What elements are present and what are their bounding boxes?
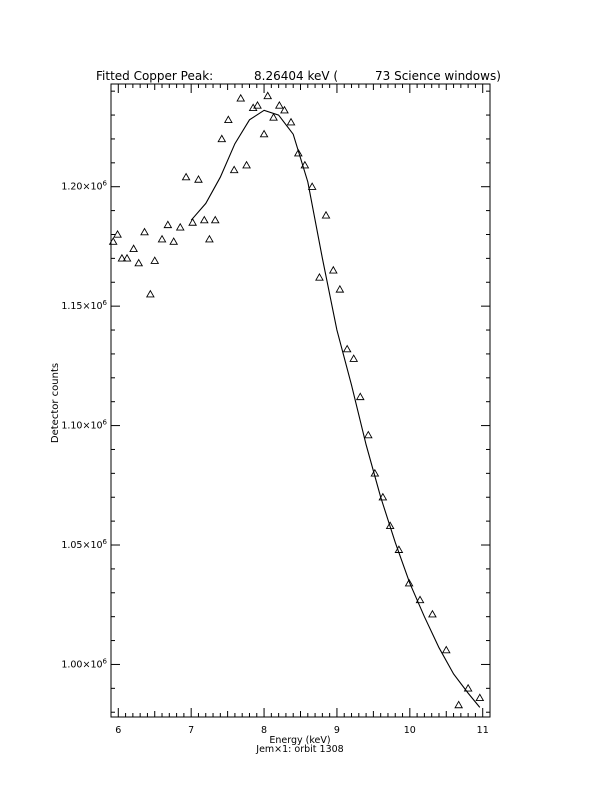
y-axis-ticks: 1.00×106 1.05×106 1.10×106 1.15×106 1.20×106 bbox=[61, 90, 490, 713]
data-point bbox=[122, 253, 132, 262]
y-tick-label: 1.00×106 bbox=[61, 657, 107, 670]
data-point bbox=[415, 595, 425, 604]
x-tick-label: 10 bbox=[404, 725, 416, 736]
data-point bbox=[274, 100, 284, 109]
data-point bbox=[113, 229, 122, 238]
data-point bbox=[293, 148, 303, 157]
data-point bbox=[229, 165, 239, 174]
data-point bbox=[349, 354, 359, 362]
footer-orbit-label: Jem×1: orbit 1308 bbox=[255, 744, 343, 755]
data-point bbox=[205, 234, 214, 243]
data-point bbox=[175, 222, 185, 231]
data-point bbox=[315, 272, 324, 281]
data-point bbox=[428, 609, 437, 618]
chart-title-windows: 73 Science windows) bbox=[375, 69, 501, 83]
chart-title-prefix: Fitted Copper Peak: bbox=[96, 69, 213, 83]
data-point bbox=[370, 468, 380, 477]
data-point bbox=[157, 234, 167, 243]
x-axis-ticks: 6 7 8 9 10 11 bbox=[115, 84, 489, 736]
data-point bbox=[475, 693, 485, 702]
data-point bbox=[181, 172, 191, 181]
data-point bbox=[321, 210, 331, 219]
data-point bbox=[150, 256, 160, 264]
data-point bbox=[199, 215, 209, 224]
plot-frame bbox=[110, 83, 491, 718]
plot-border bbox=[110, 83, 491, 718]
data-point bbox=[210, 215, 220, 224]
x-tick-label: 6 bbox=[115, 725, 121, 736]
data-point bbox=[145, 289, 155, 298]
fit-curve-layer bbox=[190, 109, 481, 708]
x-axis-label: Energy (keV) bbox=[269, 735, 330, 746]
data-point bbox=[217, 134, 227, 143]
data-point bbox=[242, 160, 251, 169]
data-point bbox=[286, 117, 296, 126]
data-point bbox=[194, 175, 203, 183]
data-point bbox=[385, 521, 395, 530]
data-point bbox=[335, 284, 345, 293]
data-point bbox=[163, 220, 173, 229]
data-point bbox=[223, 115, 233, 123]
data-point bbox=[253, 100, 262, 109]
data-point bbox=[355, 392, 365, 401]
data-point bbox=[307, 182, 317, 190]
data-point bbox=[328, 265, 338, 274]
x-tick-label: 7 bbox=[188, 725, 194, 736]
y-tick-label: 1.05×106 bbox=[61, 538, 107, 551]
fit-curve bbox=[190, 109, 481, 708]
data-point bbox=[269, 112, 278, 121]
data-point bbox=[404, 578, 414, 587]
data-point bbox=[280, 105, 289, 114]
data-point bbox=[108, 237, 118, 245]
data-point bbox=[463, 683, 473, 692]
data-point bbox=[236, 93, 246, 102]
y-axis-label: Detector counts bbox=[50, 363, 61, 443]
x-tick-label: 8 bbox=[261, 725, 267, 736]
data-point bbox=[188, 218, 198, 226]
data-point bbox=[140, 227, 149, 236]
data-point bbox=[259, 129, 269, 138]
data-points-layer bbox=[108, 91, 485, 709]
x-tick-label: 11 bbox=[477, 725, 489, 736]
data-point bbox=[263, 91, 273, 100]
data-point bbox=[378, 492, 388, 501]
y-tick-label: 1.15×106 bbox=[61, 299, 107, 312]
data-point bbox=[248, 103, 258, 112]
data-point bbox=[134, 258, 144, 267]
x-tick-label: 9 bbox=[334, 725, 340, 736]
data-point bbox=[342, 344, 352, 353]
data-point bbox=[129, 244, 138, 252]
data-point bbox=[169, 237, 179, 245]
data-point bbox=[363, 430, 373, 439]
y-tick-label: 1.20×106 bbox=[61, 180, 107, 193]
data-point bbox=[441, 645, 451, 654]
data-point bbox=[117, 253, 127, 262]
data-point bbox=[454, 700, 464, 709]
chart-title-value: 8.26404 keV ( bbox=[254, 69, 338, 83]
y-tick-label: 1.10×106 bbox=[61, 419, 107, 432]
data-point bbox=[300, 160, 310, 169]
data-point bbox=[394, 545, 404, 553]
